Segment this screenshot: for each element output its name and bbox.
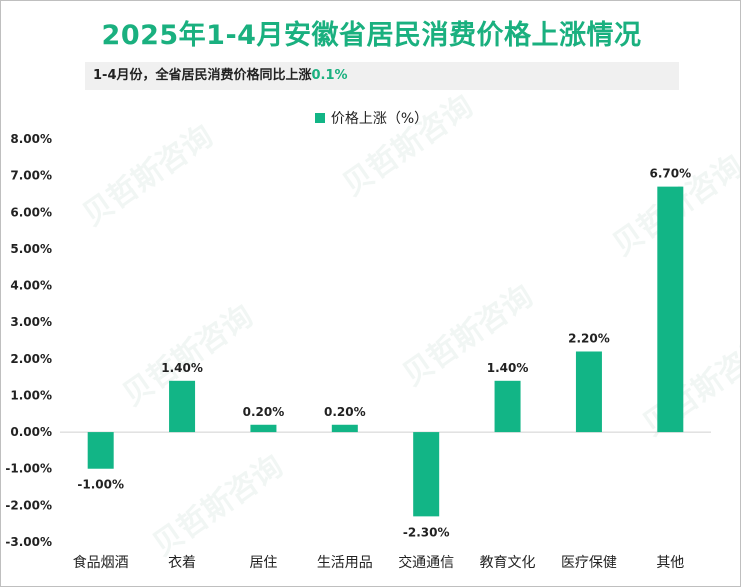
bar	[331, 424, 358, 433]
y-tick-label: 8.00%	[10, 132, 52, 146]
subtitle-text: 1-4月份，全省居民消费价格同比上涨	[93, 68, 312, 83]
bar	[494, 380, 521, 433]
category-label: 其他	[656, 555, 684, 571]
category-label: 生活用品	[317, 555, 373, 571]
category-label: 教育文化	[480, 555, 536, 571]
subtitle-box: 1-4月份，全省居民消费价格同比上涨0.1%	[85, 62, 679, 90]
y-tick-label: -3.00%	[5, 535, 52, 549]
y-tick-label: 3.00%	[10, 315, 52, 329]
bar	[169, 380, 196, 433]
y-tick-label: 0.00%	[10, 425, 52, 439]
y-tick-label: -1.00%	[5, 462, 52, 476]
data-label: -1.00%	[77, 478, 124, 492]
category-label: 医疗保健	[561, 555, 617, 571]
data-label: 0.20%	[324, 405, 366, 419]
y-tick-label: 2.00%	[10, 352, 52, 366]
category-label: 食品烟酒	[73, 554, 129, 571]
data-label: 1.40%	[161, 361, 203, 375]
legend-label: 价格上涨（%）	[330, 111, 429, 127]
y-tick-label: 7.00%	[10, 169, 52, 183]
bar	[250, 424, 277, 433]
y-tick-label: 4.00%	[10, 279, 52, 293]
y-tick-label: 1.00%	[10, 388, 52, 402]
y-tick-label: -2.00%	[5, 498, 52, 512]
subtitle-highlight: 0.1%	[311, 68, 348, 83]
data-label: 2.20%	[568, 331, 610, 345]
bar	[575, 351, 602, 433]
data-label: 1.40%	[487, 361, 529, 375]
data-label: -2.30%	[403, 525, 450, 539]
bar	[413, 432, 440, 517]
bar	[657, 186, 684, 433]
legend-swatch	[314, 113, 325, 123]
category-label: 居住	[249, 555, 277, 571]
category-label: 交通通信	[398, 554, 454, 571]
chart-title: 2025年1-4月安徽省居民消费价格上涨情况	[101, 20, 642, 51]
category-label: 衣着	[168, 555, 196, 571]
legend: 价格上涨（%）	[1, 108, 740, 128]
bar	[87, 432, 114, 469]
data-label: 6.70%	[649, 167, 691, 181]
y-tick-label: 6.00%	[10, 205, 52, 219]
y-tick-label: 5.00%	[10, 242, 52, 256]
data-label: 0.20%	[243, 405, 285, 419]
